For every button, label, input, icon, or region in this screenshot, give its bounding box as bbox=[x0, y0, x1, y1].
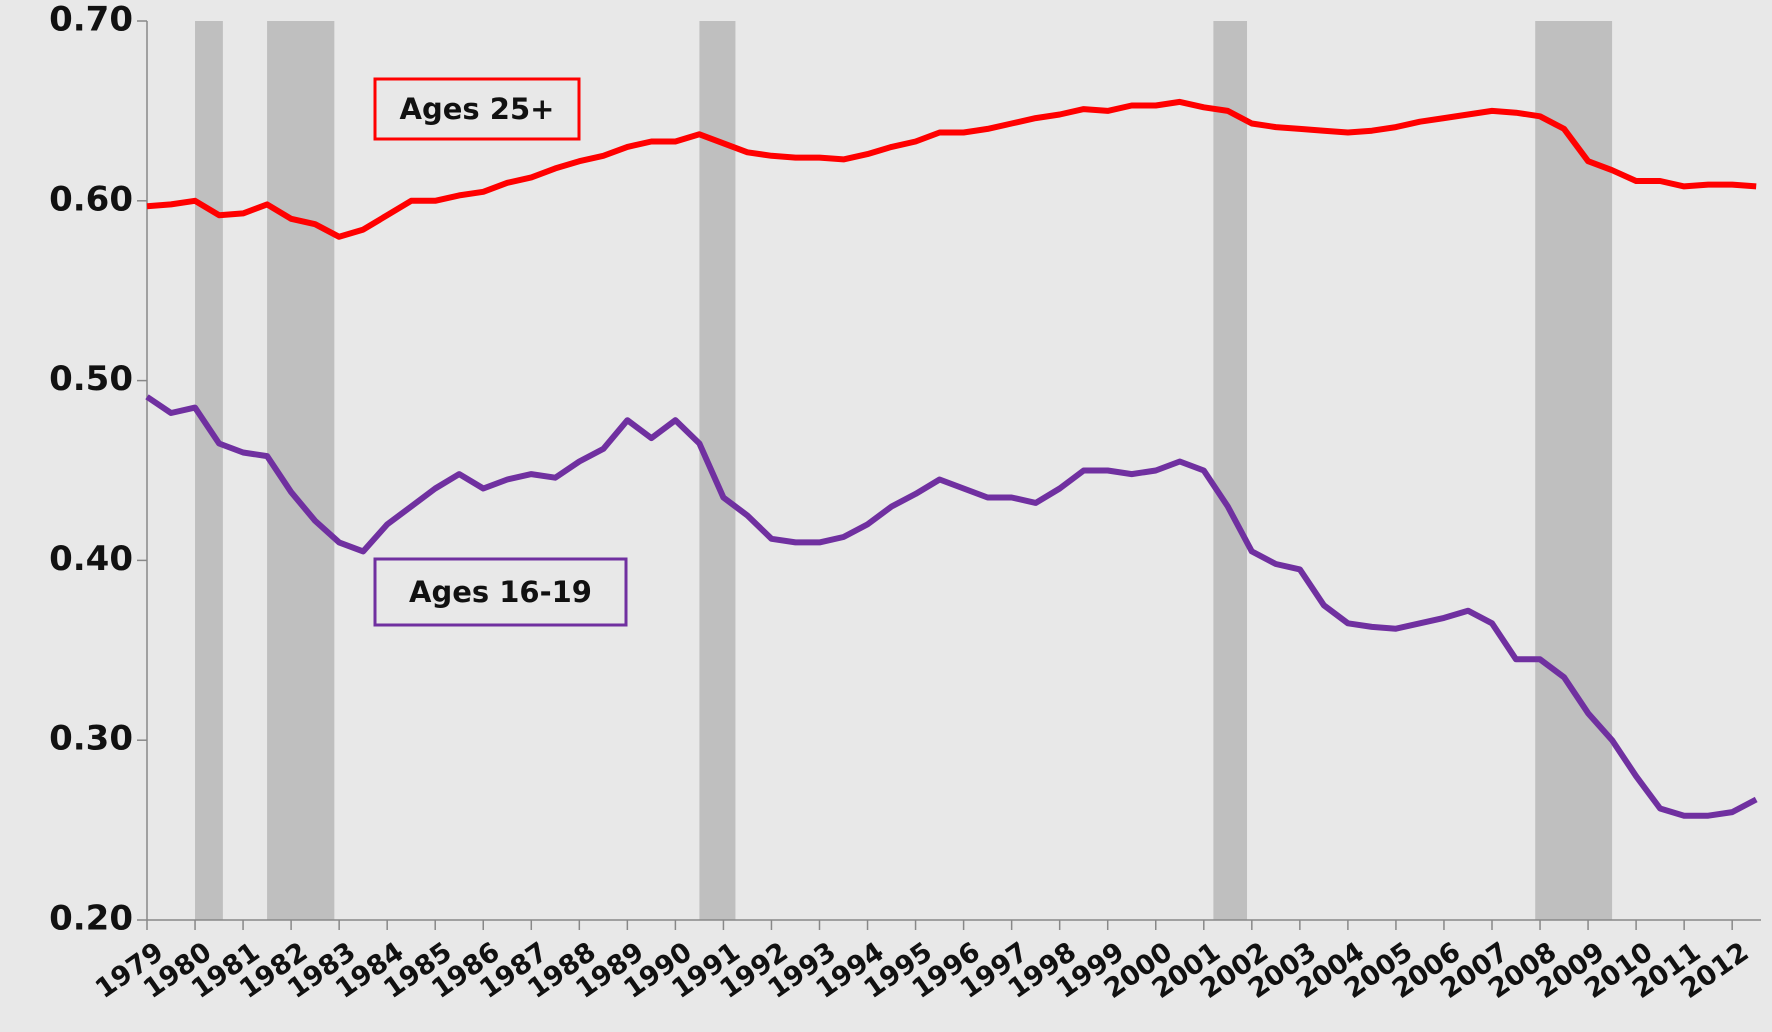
y-tick-label: 0.60 bbox=[49, 179, 133, 219]
y-tick-label: 0.40 bbox=[49, 539, 133, 579]
y-tick-label: 0.20 bbox=[49, 899, 133, 939]
series-label-box bbox=[373, 77, 581, 141]
series-line bbox=[145, 394, 1758, 819]
series-line bbox=[146, 98, 1757, 240]
series-label: Ages 16-19 bbox=[409, 575, 592, 609]
recession-band bbox=[1535, 21, 1613, 920]
recession-band bbox=[1213, 21, 1248, 920]
y-tick-label: 0.70 bbox=[49, 0, 133, 40]
recession-band bbox=[699, 21, 736, 920]
y-tick-label: 0.30 bbox=[49, 719, 133, 759]
series-label-box bbox=[373, 557, 628, 627]
series-label: Ages 25+ bbox=[400, 92, 555, 126]
y-tick-label: 0.50 bbox=[49, 359, 133, 399]
recession-band bbox=[195, 21, 223, 920]
